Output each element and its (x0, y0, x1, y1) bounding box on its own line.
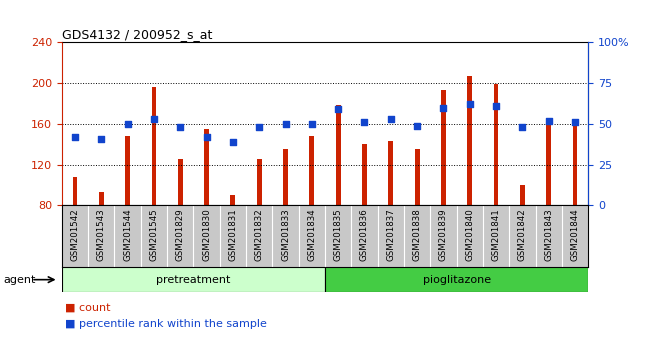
Bar (325, 267, 588, 292)
Bar (547, 121, 551, 205)
Text: GSM201835: GSM201835 (333, 209, 343, 261)
Text: GSM201831: GSM201831 (228, 209, 237, 261)
Point (543, 118, 554, 124)
Text: GSM201543: GSM201543 (97, 209, 106, 261)
Text: GSM201837: GSM201837 (386, 209, 395, 261)
Point (517, 124, 528, 130)
Bar (309, 136, 314, 205)
Bar (231, 195, 235, 205)
Point (438, 105, 448, 110)
Point (333, 107, 343, 112)
Bar (204, 129, 209, 205)
Point (175, 124, 185, 130)
Text: GSM201843: GSM201843 (544, 209, 553, 261)
Bar (99, 192, 103, 205)
Point (465, 102, 475, 107)
Text: ■ percentile rank within the sample: ■ percentile rank within the sample (65, 319, 267, 329)
Text: pioglitazone: pioglitazone (422, 275, 491, 285)
Text: GSM201544: GSM201544 (123, 209, 132, 261)
Point (385, 116, 396, 122)
Bar (389, 141, 393, 205)
Text: GSM201838: GSM201838 (413, 209, 422, 261)
Point (307, 121, 317, 127)
Point (280, 121, 291, 127)
Bar (257, 159, 261, 205)
Text: pretreatment: pretreatment (156, 275, 231, 285)
Bar (362, 144, 367, 205)
Text: ■ count: ■ count (65, 303, 110, 313)
Point (70, 134, 80, 140)
Text: GSM201841: GSM201841 (491, 209, 500, 261)
Text: GSM201840: GSM201840 (465, 209, 474, 261)
Bar (62, 267, 325, 292)
Bar (520, 185, 525, 205)
Point (254, 124, 265, 130)
Point (412, 123, 423, 129)
Text: agent: agent (3, 275, 36, 285)
Text: GSM201545: GSM201545 (150, 209, 159, 261)
Point (227, 139, 238, 145)
Text: GSM201830: GSM201830 (202, 209, 211, 261)
Point (202, 134, 212, 140)
Bar (415, 149, 419, 205)
Point (570, 119, 580, 125)
Bar (441, 90, 446, 205)
Text: GDS4132 / 200952_s_at: GDS4132 / 200952_s_at (62, 28, 212, 41)
Text: GSM201836: GSM201836 (360, 209, 369, 261)
Point (149, 116, 159, 122)
Text: GSM201833: GSM201833 (281, 209, 290, 261)
Bar (73, 177, 77, 205)
Text: GSM201842: GSM201842 (518, 209, 527, 261)
Text: GSM201542: GSM201542 (70, 209, 79, 261)
Point (491, 103, 501, 109)
Point (96, 136, 107, 141)
Text: GSM201834: GSM201834 (307, 209, 317, 261)
Bar (336, 104, 341, 205)
Text: GSM201844: GSM201844 (571, 209, 580, 261)
Bar (178, 159, 183, 205)
Text: GSM201839: GSM201839 (439, 209, 448, 261)
Bar (573, 122, 577, 205)
Bar (283, 149, 288, 205)
Text: GSM201832: GSM201832 (255, 209, 264, 261)
Point (359, 119, 370, 125)
Bar (151, 87, 156, 205)
Text: GSM201829: GSM201829 (176, 209, 185, 261)
Bar (125, 136, 130, 205)
Bar (494, 84, 499, 205)
Point (122, 121, 133, 127)
Bar (467, 76, 472, 205)
